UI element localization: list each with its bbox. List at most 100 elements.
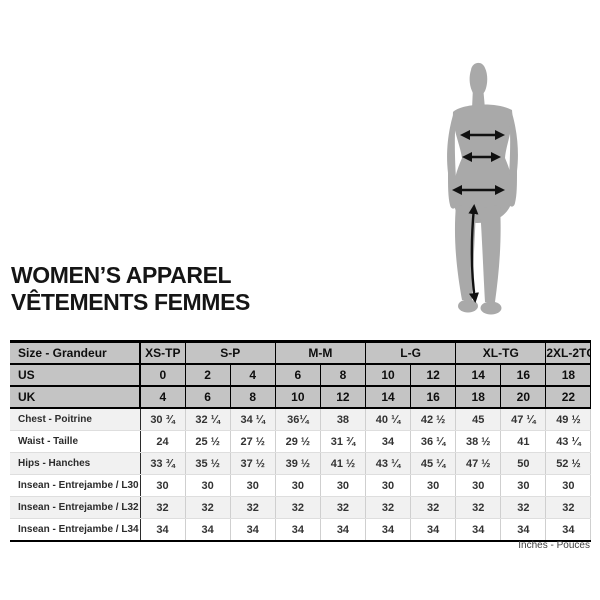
size-cell: 18 — [545, 364, 592, 387]
measure-cell: 32 — [275, 496, 321, 519]
measure-cell: 49 ½ — [545, 408, 592, 431]
measure-cell: 37 ½ — [230, 452, 276, 475]
measure-cell: 41 — [500, 430, 547, 453]
size-table-container: Size - Grandeur XS-TP S-P M-M L-G XL-TG 2XL-2T… — [10, 340, 592, 542]
size-cell: 14 — [455, 364, 502, 387]
measure-cell: 35 ½ — [185, 452, 231, 475]
size-cell: 10 — [275, 386, 321, 409]
row-label: UK — [10, 386, 141, 409]
measure-cell: 34 ¼ — [230, 408, 276, 431]
measure-cell: 24 — [140, 430, 186, 453]
row-label: Insean - Entrejambe / L30 — [10, 474, 141, 497]
measure-row: Insean - Entrejambe / L32 32 32 32 32 32 32 32 3… — [10, 496, 592, 519]
size-group-header: 2XL-2TG — [545, 341, 592, 365]
size-group-header: L-G — [365, 341, 457, 365]
group-header-row: Size - Grandeur XS-TP S-P M-M L-G XL-TG 2XL-2T… — [10, 341, 592, 365]
measure-cell: 41 ½ — [320, 452, 366, 475]
measure-cell: 34 — [545, 518, 592, 541]
measure-cell: 34 — [365, 430, 412, 453]
silhouette-svg — [447, 62, 518, 315]
measure-cell: 30 — [275, 474, 321, 497]
measure-cell: 34 — [230, 518, 276, 541]
size-cell: 16 — [410, 386, 457, 409]
measure-cell: 45 — [455, 408, 502, 431]
measure-cell: 30 — [185, 474, 231, 497]
size-cell: 20 — [500, 386, 547, 409]
size-cell: 8 — [230, 386, 276, 409]
measure-cell: 30 — [410, 474, 457, 497]
units-note: Inches - Pouces — [518, 540, 590, 551]
measure-cell: 32 — [185, 496, 231, 519]
measure-cell: 36 ¼ — [410, 430, 457, 453]
measure-cell: 32 — [365, 496, 412, 519]
measure-cell: 30 — [500, 474, 547, 497]
size-cell: 6 — [275, 364, 321, 387]
size-cell: 10 — [365, 364, 412, 387]
title-english: WOMEN’S APPAREL — [11, 262, 232, 288]
row-label: Insean - Entrejambe / L32 — [10, 496, 141, 519]
measure-cell: 34 — [140, 518, 186, 541]
measure-cell: 30 — [140, 474, 186, 497]
measure-cell: 52 ½ — [545, 452, 592, 475]
silhouette-body — [447, 62, 518, 315]
measure-row: Hips - Hanches 33 ¾ 35 ½ 37 ½ 39 ½ 41 ½ 43 ¼ 45… — [10, 452, 592, 475]
measure-cell: 34 — [410, 518, 457, 541]
size-cell: 2 — [185, 364, 231, 387]
row-label: US — [10, 364, 141, 387]
measure-cell: 32 — [500, 496, 547, 519]
measure-cell: 34 — [365, 518, 412, 541]
measure-cell: 34 — [185, 518, 231, 541]
measure-cell: 34 — [320, 518, 366, 541]
measure-cell: 34 — [500, 518, 547, 541]
size-cell: 16 — [500, 364, 547, 387]
measure-cell: 47 ½ — [455, 452, 502, 475]
measure-cell: 38 — [320, 408, 366, 431]
measure-cell: 32 ¼ — [185, 408, 231, 431]
size-cell: 14 — [365, 386, 412, 409]
size-cell: 18 — [455, 386, 502, 409]
title-french: VÊTEMENTS FEMMES — [11, 289, 250, 315]
measure-cell: 30 ¾ — [140, 408, 186, 431]
size-cell: 4 — [230, 364, 276, 387]
measure-cell: 43 ¼ — [545, 430, 592, 453]
measure-cell: 50 — [500, 452, 547, 475]
page-title: WOMEN’S APPAREL VÊTEMENTS FEMMES — [11, 262, 250, 316]
row-label: Chest - Poitrine — [10, 408, 141, 431]
measure-cell: 32 — [140, 496, 186, 519]
measure-cell: 36¼ — [275, 408, 321, 431]
size-group-header: M-M — [275, 341, 366, 365]
size-row-uk: UK 4 6 8 10 12 14 16 18 20 22 — [10, 386, 592, 409]
measure-cell: 31 ¾ — [320, 430, 366, 453]
size-row-us: US 0 2 4 6 8 10 12 14 16 18 — [10, 364, 592, 387]
measure-cell: 45 ¼ — [410, 452, 457, 475]
measure-row: Chest - Poitrine 30 ¾ 32 ¼ 34 ¼ 36¼ 38 40 ¼ 42 … — [10, 408, 592, 431]
measure-cell: 34 — [455, 518, 502, 541]
measure-cell: 32 — [230, 496, 276, 519]
measurement-arrows — [451, 129, 506, 303]
size-cell: 6 — [185, 386, 231, 409]
size-grandeur-label: Size - Grandeur — [10, 341, 141, 365]
measure-cell: 34 — [275, 518, 321, 541]
size-group-header: XS-TP — [140, 341, 186, 365]
measure-row: Insean - Entrejambe / L34 34 34 34 34 34 34 34 3… — [10, 518, 592, 541]
measure-cell: 27 ½ — [230, 430, 276, 453]
size-cell: 0 — [140, 364, 186, 387]
measure-cell: 47 ¼ — [500, 408, 547, 431]
size-table: Size - Grandeur XS-TP S-P M-M L-G XL-TG 2XL-2T… — [10, 340, 592, 542]
row-label: Hips - Hanches — [10, 452, 141, 475]
measure-cell: 40 ¼ — [365, 408, 412, 431]
measure-cell: 30 — [365, 474, 412, 497]
size-cell: 8 — [320, 364, 366, 387]
measure-cell: 30 — [230, 474, 276, 497]
row-label: Waist - Taille — [10, 430, 141, 453]
measure-cell: 30 — [320, 474, 366, 497]
measure-cell: 32 — [455, 496, 502, 519]
measure-cell: 29 ½ — [275, 430, 321, 453]
measure-cell: 32 — [545, 496, 592, 519]
size-cell: 4 — [140, 386, 186, 409]
size-group-header: S-P — [185, 341, 276, 365]
measure-cell: 30 — [455, 474, 502, 497]
size-cell: 12 — [410, 364, 457, 387]
measure-cell: 25 ½ — [185, 430, 231, 453]
